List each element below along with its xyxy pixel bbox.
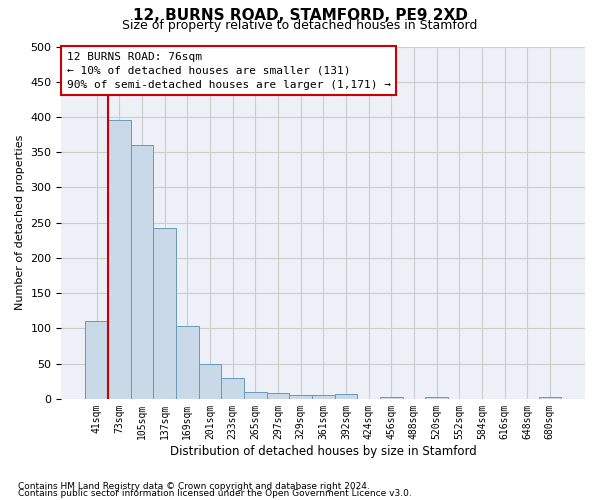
Y-axis label: Number of detached properties: Number of detached properties bbox=[15, 135, 25, 310]
Bar bbox=[153, 228, 176, 399]
Text: Size of property relative to detached houses in Stamford: Size of property relative to detached ho… bbox=[122, 19, 478, 32]
Bar bbox=[335, 394, 357, 399]
Bar bbox=[131, 145, 153, 399]
Bar bbox=[176, 326, 199, 399]
Bar bbox=[85, 322, 108, 399]
Bar bbox=[539, 396, 561, 399]
Bar bbox=[221, 378, 244, 399]
Bar bbox=[380, 396, 403, 399]
Bar bbox=[312, 396, 335, 399]
Text: 12, BURNS ROAD, STAMFORD, PE9 2XD: 12, BURNS ROAD, STAMFORD, PE9 2XD bbox=[133, 8, 467, 22]
Bar bbox=[244, 392, 266, 399]
Text: 12 BURNS ROAD: 76sqm
← 10% of detached houses are smaller (131)
90% of semi-deta: 12 BURNS ROAD: 76sqm ← 10% of detached h… bbox=[67, 52, 391, 90]
Text: Contains HM Land Registry data © Crown copyright and database right 2024.: Contains HM Land Registry data © Crown c… bbox=[18, 482, 370, 491]
Bar bbox=[266, 393, 289, 399]
X-axis label: Distribution of detached houses by size in Stamford: Distribution of detached houses by size … bbox=[170, 444, 476, 458]
Bar bbox=[425, 396, 448, 399]
Bar bbox=[199, 364, 221, 399]
Bar bbox=[289, 396, 312, 399]
Text: Contains public sector information licensed under the Open Government Licence v3: Contains public sector information licen… bbox=[18, 489, 412, 498]
Bar bbox=[108, 120, 131, 399]
